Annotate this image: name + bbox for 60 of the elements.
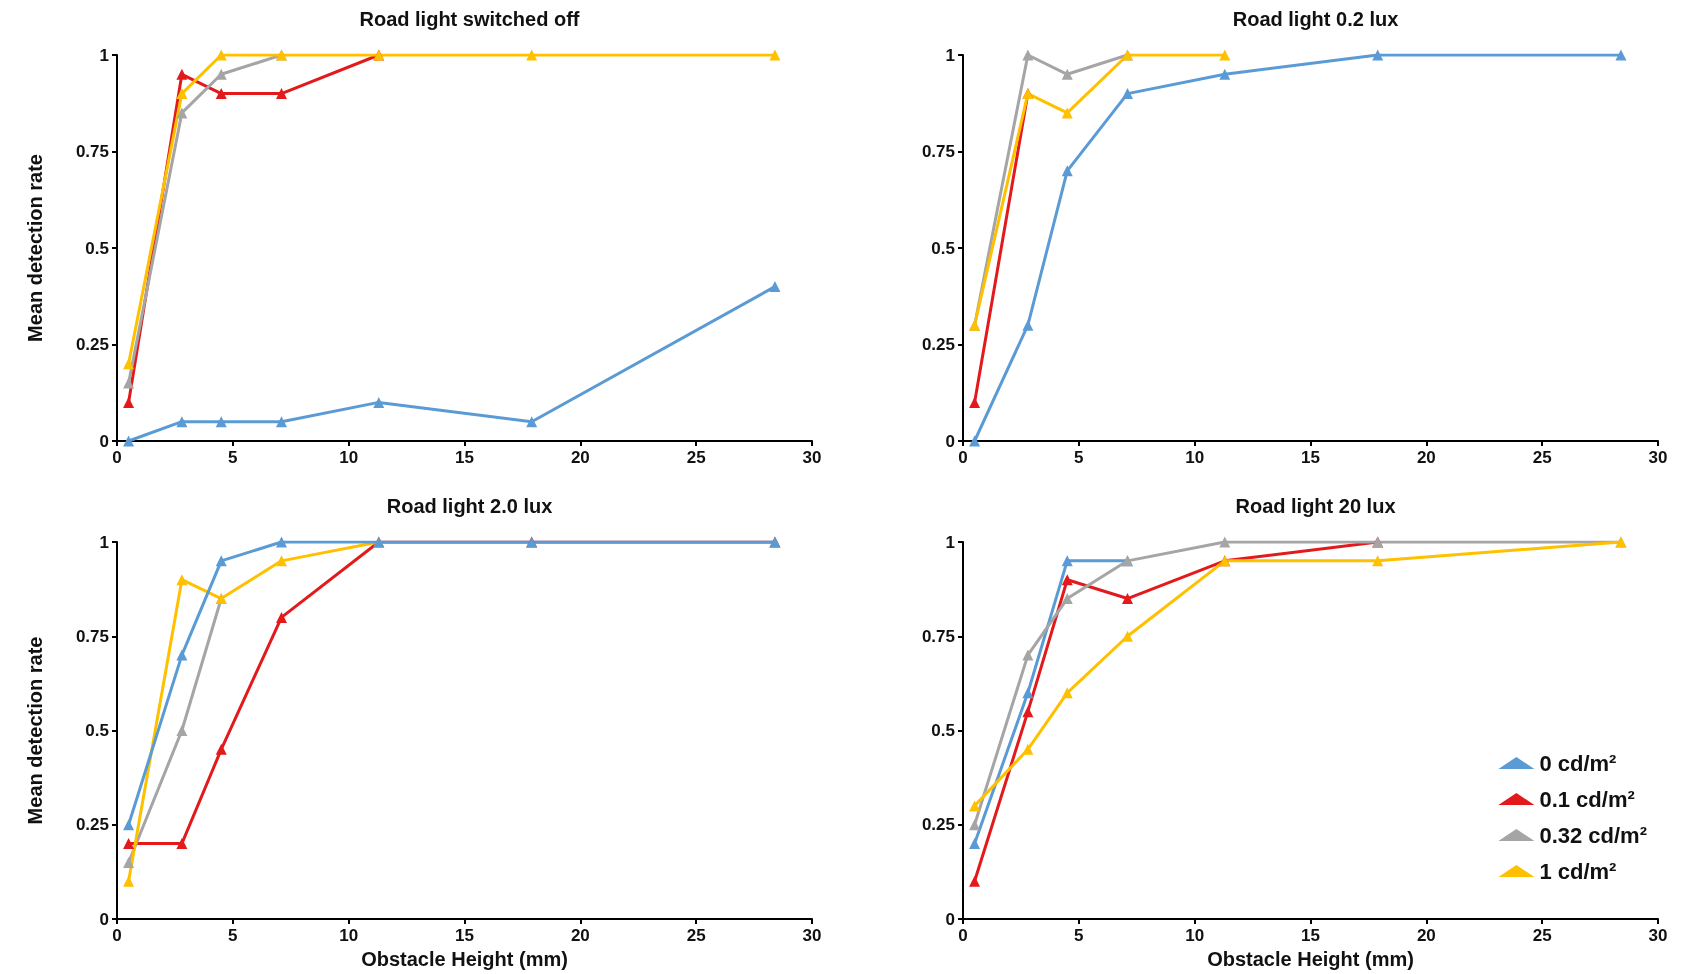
x-tick-label: 5: [1074, 926, 1084, 945]
chart-title: Road light 0.2 lux: [1232, 8, 1399, 30]
x-tick-label: 30: [1648, 926, 1668, 945]
y-tick-label: 0.5: [85, 721, 109, 740]
y-tick-label: 0.75: [921, 142, 955, 161]
legend-label: 0 cd/m²: [1539, 750, 1617, 776]
y-tick-label: 0.25: [921, 335, 955, 354]
y-tick-label: 0.5: [931, 721, 955, 740]
chart-title: Road light 20 lux: [1235, 495, 1396, 517]
y-axis-title: Mean detection rate: [24, 636, 46, 825]
legend-label: 0.32 cd/m²: [1539, 822, 1647, 848]
x-tick-label: 20: [1416, 448, 1436, 467]
y-tick-label: 1: [99, 45, 109, 65]
x-tick-label: 20: [1416, 926, 1436, 945]
x-tick-label: 5: [228, 926, 238, 945]
y-tick-label: 0.25: [921, 815, 955, 835]
x-tick-label: 30: [802, 926, 822, 945]
y-tick-label: 0.75: [75, 142, 109, 161]
x-tick-label: 30: [1648, 448, 1668, 467]
y-axis-title: Mean detection rate: [24, 154, 46, 342]
x-tick-label: 15: [455, 448, 474, 467]
x-tick-label: 10: [1185, 926, 1205, 945]
x-tick-label: 15: [1301, 926, 1320, 945]
chart-title: Road light 2.0 lux: [386, 495, 553, 517]
x-tick-label: 5: [1074, 448, 1084, 467]
x-tick-label: 25: [1532, 448, 1552, 467]
y-tick-label: 0: [945, 431, 955, 451]
legend-label: 1 cd/m²: [1539, 858, 1617, 884]
y-tick-label: 0: [945, 909, 955, 929]
y-tick-label: 0.5: [85, 238, 109, 258]
y-tick-label: 0.25: [75, 335, 109, 354]
legend-label: 0.1 cd/m²: [1539, 786, 1635, 812]
y-tick-label: 0: [99, 909, 109, 929]
x-tick-label: 0: [958, 448, 968, 467]
y-tick-label: 0: [99, 431, 109, 451]
y-tick-label: 0.5: [931, 238, 955, 258]
x-tick-label: 30: [802, 448, 822, 467]
x-tick-label: 10: [1185, 448, 1205, 467]
x-tick-label: 0: [958, 926, 968, 945]
chart-title: Road light switched off: [359, 8, 580, 30]
y-tick-label: 1: [99, 532, 109, 552]
y-tick-label: 1: [945, 45, 955, 65]
y-tick-label: 0.75: [75, 626, 109, 646]
x-tick-label: 10: [339, 448, 359, 467]
y-tick-label: 0.75: [921, 626, 955, 646]
x-tick-label: 20: [570, 448, 590, 467]
x-tick-label: 25: [686, 448, 706, 467]
x-tick-label: 10: [339, 926, 359, 945]
y-tick-label: 0.25: [75, 815, 109, 835]
x-axis-title: Obstacle Height (mm): [361, 948, 568, 970]
x-tick-label: 5: [228, 448, 238, 467]
x-tick-label: 15: [1301, 448, 1320, 467]
x-axis-title: Obstacle Height (mm): [1207, 948, 1414, 970]
x-tick-label: 0: [112, 926, 122, 945]
y-tick-label: 1: [945, 532, 955, 552]
x-tick-label: 25: [686, 926, 706, 945]
x-tick-label: 20: [570, 926, 590, 945]
x-tick-label: 15: [455, 926, 474, 945]
x-tick-label: 0: [112, 448, 122, 467]
x-tick-label: 25: [1532, 926, 1552, 945]
